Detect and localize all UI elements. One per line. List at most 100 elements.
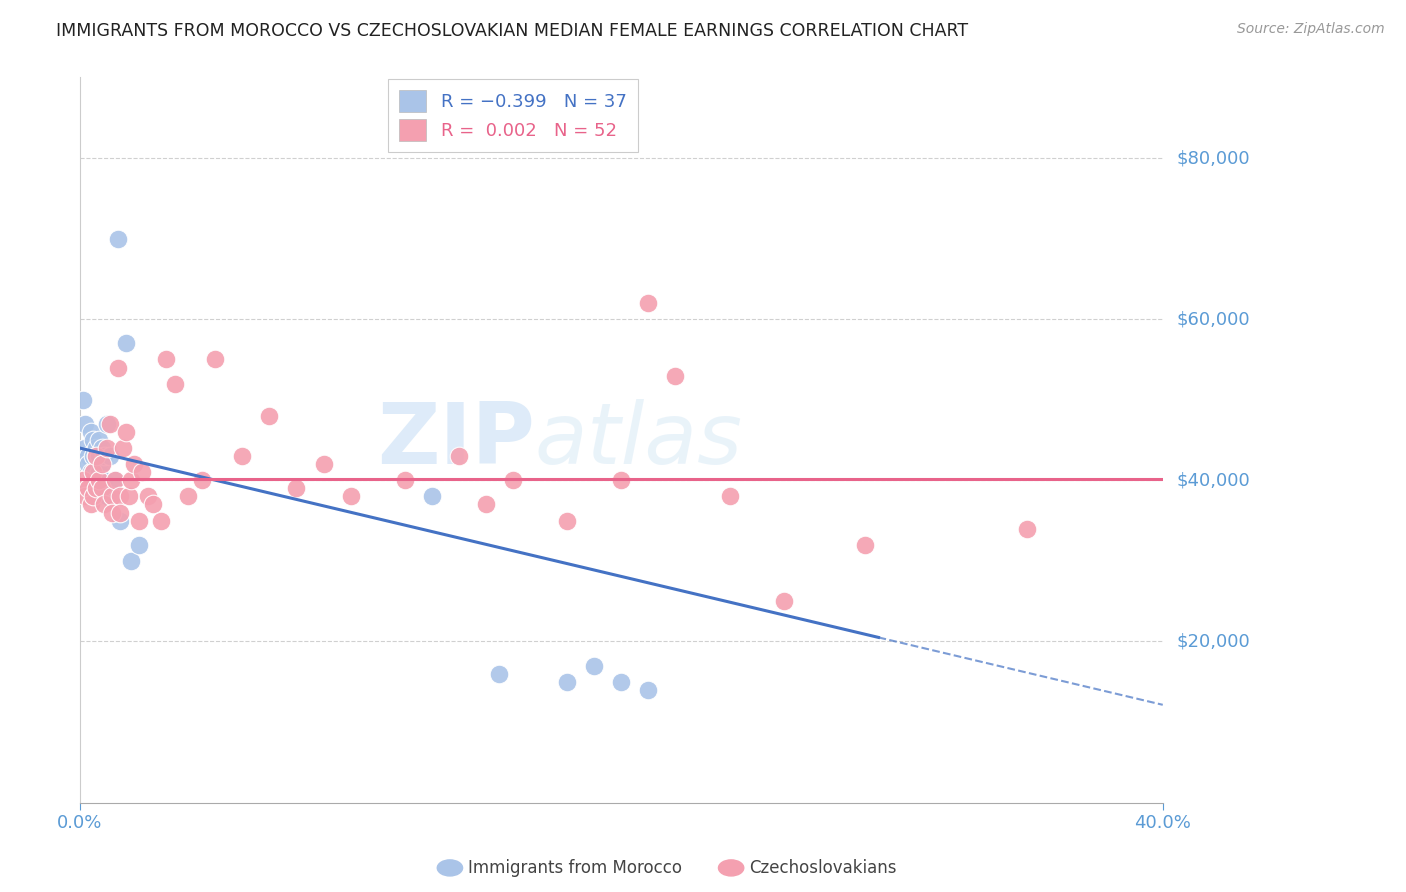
Point — [420, 490, 443, 504]
Point — [82, 433, 104, 447]
Point — [447, 449, 470, 463]
Point — [394, 473, 416, 487]
Point — [610, 473, 633, 487]
Point — [72, 473, 94, 487]
Point — [718, 490, 741, 504]
Point — [80, 465, 103, 479]
Point — [75, 441, 97, 455]
Point — [84, 441, 107, 455]
Point — [190, 473, 212, 487]
Point — [101, 490, 124, 504]
Point — [107, 360, 129, 375]
Point — [96, 490, 118, 504]
Point — [77, 457, 100, 471]
Point — [87, 465, 110, 479]
Point — [177, 490, 200, 504]
Point — [98, 449, 121, 463]
Point — [637, 682, 659, 697]
Point — [80, 425, 103, 439]
Point — [101, 506, 124, 520]
Point — [142, 498, 165, 512]
Text: Czechoslovakians: Czechoslovakians — [749, 859, 897, 877]
Point — [610, 674, 633, 689]
Point — [77, 481, 100, 495]
Point — [75, 490, 97, 504]
Point — [93, 498, 115, 512]
Text: Source: ZipAtlas.com: Source: ZipAtlas.com — [1237, 22, 1385, 37]
Point — [772, 594, 794, 608]
Point — [84, 449, 107, 463]
Legend: R = −0.399   N = 37, R =  0.002   N = 52: R = −0.399 N = 37, R = 0.002 N = 52 — [388, 79, 637, 153]
Point — [475, 498, 498, 512]
Point — [84, 449, 107, 463]
Point — [637, 296, 659, 310]
Point — [80, 498, 103, 512]
Point — [84, 473, 107, 487]
Point — [93, 473, 115, 487]
Point — [502, 473, 524, 487]
Point — [98, 417, 121, 431]
Text: $40,000: $40,000 — [1177, 471, 1250, 490]
Point — [75, 417, 97, 431]
Point — [555, 674, 578, 689]
Point — [115, 336, 138, 351]
Point — [110, 506, 132, 520]
Text: $20,000: $20,000 — [1177, 632, 1250, 650]
Point — [664, 368, 686, 383]
Point — [84, 481, 107, 495]
Point — [93, 449, 115, 463]
Point — [128, 538, 150, 552]
Point — [90, 457, 112, 471]
Text: ZIP: ZIP — [377, 399, 534, 482]
Point — [82, 465, 104, 479]
Point — [82, 449, 104, 463]
Point — [285, 481, 308, 495]
Text: $80,000: $80,000 — [1177, 149, 1250, 167]
Point — [110, 514, 132, 528]
Point — [112, 441, 135, 455]
Point — [120, 473, 142, 487]
Point — [90, 457, 112, 471]
Text: atlas: atlas — [534, 399, 742, 482]
Point — [90, 441, 112, 455]
Point — [488, 666, 510, 681]
Point — [120, 554, 142, 568]
Point — [853, 538, 876, 552]
Point — [82, 465, 104, 479]
Point — [87, 433, 110, 447]
Point — [259, 409, 281, 423]
Point — [107, 231, 129, 245]
Point — [115, 425, 138, 439]
Text: $60,000: $60,000 — [1177, 310, 1250, 328]
Point — [339, 490, 361, 504]
Point — [131, 465, 153, 479]
Text: Immigrants from Morocco: Immigrants from Morocco — [468, 859, 682, 877]
Point — [128, 514, 150, 528]
Point — [87, 473, 110, 487]
Point — [82, 481, 104, 495]
Point — [136, 490, 159, 504]
Point — [155, 352, 177, 367]
Point — [583, 658, 606, 673]
Point — [117, 490, 139, 504]
Point — [87, 490, 110, 504]
Point — [104, 473, 127, 487]
Point — [150, 514, 173, 528]
Point — [163, 376, 186, 391]
Text: IMMIGRANTS FROM MOROCCO VS CZECHOSLOVAKIAN MEDIAN FEMALE EARNINGS CORRELATION CH: IMMIGRANTS FROM MOROCCO VS CZECHOSLOVAKI… — [56, 22, 969, 40]
Point — [96, 441, 118, 455]
Point — [77, 449, 100, 463]
Point — [1017, 522, 1039, 536]
Point — [555, 514, 578, 528]
Point — [231, 449, 253, 463]
Point — [90, 481, 112, 495]
Point — [72, 392, 94, 407]
Point — [204, 352, 226, 367]
Point — [122, 457, 145, 471]
Point — [110, 490, 132, 504]
Point — [87, 449, 110, 463]
Point — [104, 473, 127, 487]
Point — [82, 490, 104, 504]
Point — [96, 417, 118, 431]
Point — [312, 457, 335, 471]
